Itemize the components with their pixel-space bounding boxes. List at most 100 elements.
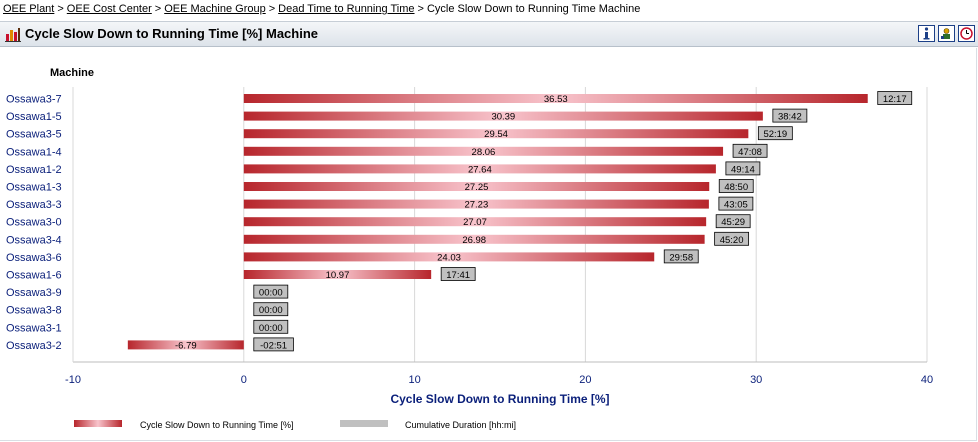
header-toolbar (918, 25, 975, 42)
duration-label-box (253, 284, 289, 299)
breadcrumb-current: Cycle Slow Down to Running Time Machine (426, 3, 641, 15)
x-tick-label: 40 (921, 374, 933, 386)
bar-value-label: 27.25 (465, 182, 489, 193)
bar[interactable] (243, 94, 868, 103)
bar[interactable] (243, 252, 655, 262)
duration-label-box (718, 196, 754, 211)
duration-label-box (440, 267, 476, 281)
category-label: Ossawa3-0 (6, 217, 62, 229)
bar-value-label: 27.07 (463, 217, 487, 228)
duration-label-box (725, 161, 761, 176)
bar[interactable] (243, 182, 710, 191)
breadcrumb-separator: > (57, 3, 64, 15)
x-tick-label: 0 (241, 374, 247, 386)
duration-label-box (253, 319, 289, 334)
info-icon[interactable] (918, 25, 935, 42)
bar-value-label: 29.54 (484, 129, 508, 140)
duration-label-box (253, 302, 289, 317)
category-label: Ossawa1-5 (6, 111, 62, 123)
duration-label-box (714, 231, 750, 246)
category-label: Ossawa3-6 (6, 252, 62, 264)
duration-label-box (877, 91, 913, 105)
duration-label: 43:05 (724, 200, 748, 211)
legend: Cycle Slow Down to Running Time [%] Cumu… (74, 420, 516, 430)
legend-label-cumulative-duration: Cumulative Duration [hh:mi] (405, 420, 516, 430)
duration-label: 48:50 (724, 182, 748, 193)
breadcrumb-separator: > (417, 3, 424, 15)
duration-label: 00:00 (259, 305, 283, 316)
page-title: Cycle Slow Down to Running Time [%] Mach… (25, 26, 319, 41)
duration-label: -02:51 (260, 340, 287, 351)
category-label: Ossawa3-1 (6, 322, 62, 334)
breadcrumb-link-oee-cost-center[interactable]: OEE Cost Center (66, 3, 152, 15)
duration-label: 17:41 (446, 270, 470, 281)
duration-label: 12:17 (883, 94, 907, 105)
legend-swatch-cumulative-duration (340, 420, 388, 427)
duration-label: 29:58 (669, 252, 693, 263)
category-label: Ossawa3-7 (6, 94, 62, 106)
settings-icon[interactable] (938, 25, 955, 42)
duration-label: 00:00 (259, 323, 283, 334)
x-tick-label: 30 (750, 374, 762, 386)
duration-label: 45:20 (720, 235, 744, 246)
bar[interactable] (243, 146, 724, 156)
category-label: Ossawa1-6 (6, 270, 62, 282)
report-header: Cycle Slow Down to Running Time [%] Mach… (0, 21, 978, 47)
category-label: Ossawa3-8 (6, 305, 62, 317)
category-label: Ossawa3-2 (6, 340, 62, 352)
bar-value-label: 28.06 (472, 147, 496, 158)
duration-label-box (757, 126, 793, 141)
bar-value-label: 30.39 (491, 112, 515, 123)
x-tick-label: 10 (408, 374, 420, 386)
bar-chart: Machine Ossawa3-7 Ossawa1-5 Ossawa3-5 Ossaw… (6, 67, 933, 430)
duration-label-box (253, 337, 294, 352)
bar[interactable] (243, 217, 707, 227)
breadcrumb-separator: > (268, 3, 276, 15)
bar[interactable] (243, 164, 716, 174)
duration-label: 38:42 (778, 112, 802, 123)
bar[interactable] (243, 111, 763, 121)
bar-value-label: 27.64 (468, 164, 492, 175)
duration-label-box (772, 108, 808, 123)
bar-value-label: 27.23 (464, 200, 488, 211)
chart-icon (5, 28, 21, 42)
duration-label-box (718, 179, 754, 193)
breadcrumb-link-oee-machine-group[interactable]: OEE Machine Group (164, 3, 266, 15)
duration-label-box (732, 143, 768, 158)
breadcrumb: OEE Plant > OEE Cost Center > OEE Machine Gr… (3, 3, 640, 19)
bar[interactable] (243, 270, 432, 279)
duration-label: 45:29 (721, 217, 745, 228)
bar-value-label: 24.03 (437, 252, 461, 263)
category-label: Ossawa3-4 (6, 234, 62, 246)
category-label: Ossawa1-3 (6, 182, 62, 194)
category-label: Ossawa3-9 (6, 287, 62, 299)
duration-label: 47:08 (738, 147, 762, 158)
breadcrumb-link-dead-time[interactable]: Dead Time to Running Time (278, 3, 415, 15)
bar[interactable] (243, 199, 709, 209)
bar-value-label: 26.98 (462, 235, 486, 246)
category-label: Ossawa3-5 (6, 129, 62, 141)
duration-label: 00:00 (259, 288, 283, 299)
bar-value-label: -6.79 (175, 340, 197, 351)
bar-value-label: 36.53 (544, 94, 568, 105)
category-label: Ossawa1-4 (6, 146, 62, 158)
bar-value-label: 10.97 (326, 270, 350, 281)
breadcrumb-separator: > (154, 3, 162, 15)
legend-label-cycle-slowdown: Cycle Slow Down to Running Time [%] (140, 420, 294, 430)
category-axis-title: Machine (50, 67, 94, 79)
duration-label: 49:14 (731, 164, 755, 175)
x-tick-label: 20 (579, 374, 591, 386)
x-axis-title: Cycle Slow Down to Running Time [%] (390, 392, 609, 406)
bar[interactable] (127, 340, 244, 350)
duration-label-box (663, 249, 699, 264)
category-label: Ossawa3-3 (6, 199, 62, 211)
duration-label-box (715, 214, 751, 229)
duration-label: 52:19 (763, 129, 787, 140)
category-label: Ossawa1-2 (6, 164, 62, 176)
clock-icon[interactable] (958, 25, 975, 42)
breadcrumb-link-oee-plant[interactable]: OEE Plant (3, 3, 55, 15)
bar[interactable] (243, 129, 749, 139)
x-tick-label: -10 (65, 374, 81, 386)
legend-swatch-cycle-slowdown (74, 420, 122, 427)
bar[interactable] (243, 234, 705, 244)
